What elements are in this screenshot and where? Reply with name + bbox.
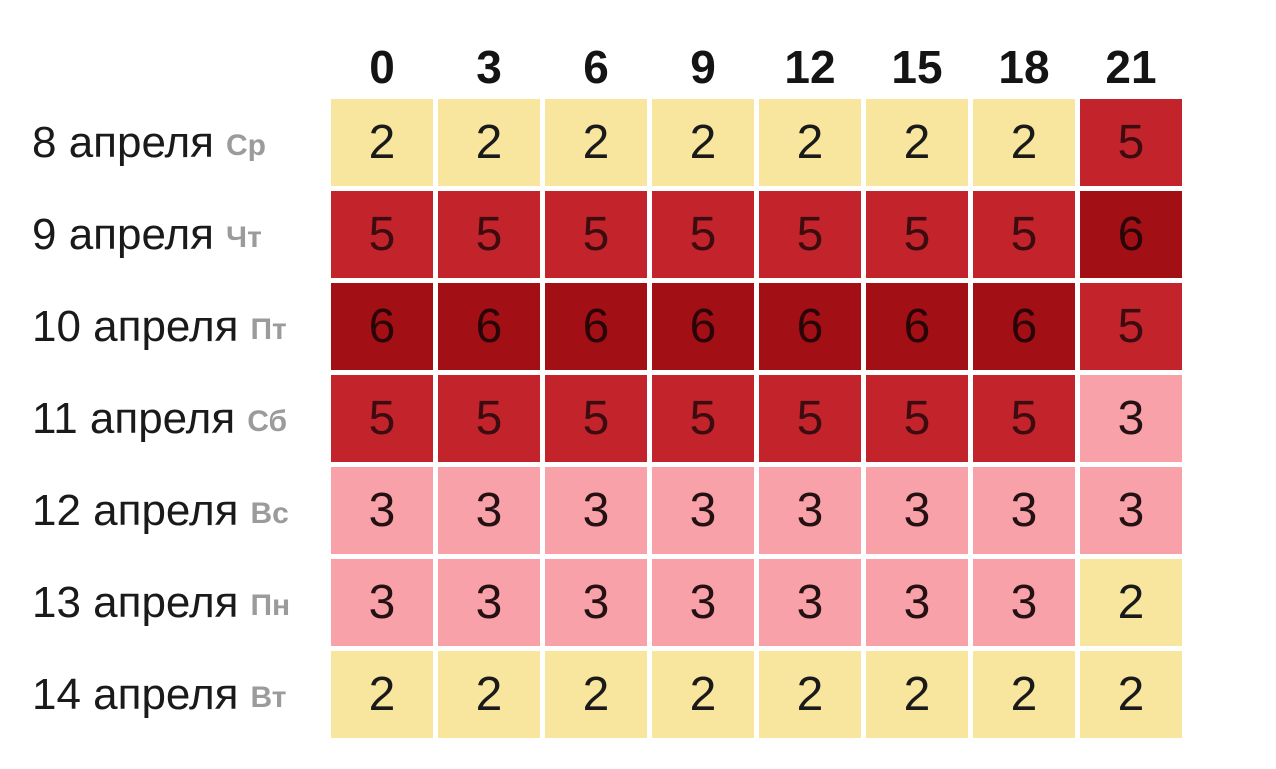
- value-cell: 5: [866, 375, 968, 462]
- row-date: 9 апреля: [32, 209, 214, 259]
- hour-header: 6: [583, 41, 609, 93]
- value-cell: 3: [545, 467, 647, 554]
- value-cell: 2: [1080, 651, 1182, 738]
- value-cell: 5: [759, 191, 861, 278]
- row-label: 12 апреля Вс: [0, 467, 326, 554]
- value-cell: 3: [331, 559, 433, 646]
- row-day-abbr: Ср: [225, 128, 266, 162]
- row-label: 9 апреля Чт: [0, 191, 326, 278]
- value-cell: 3: [331, 467, 433, 554]
- value-cell: 5: [866, 191, 968, 278]
- value-cell: 2: [866, 99, 968, 186]
- value-cell: 2: [652, 651, 754, 738]
- value-cell: 6: [652, 283, 754, 370]
- value-cell: 2: [866, 651, 968, 738]
- value-cell: 5: [331, 375, 433, 462]
- value-cell: 6: [973, 283, 1075, 370]
- value-cell: 5: [1080, 99, 1182, 186]
- hour-header: 18: [998, 41, 1050, 93]
- row-date: 14 апреля: [32, 669, 239, 719]
- value-cell: 5: [759, 375, 861, 462]
- row-day-abbr: Пн: [250, 588, 291, 622]
- value-cell: 2: [1080, 559, 1182, 646]
- value-cell: 5: [973, 191, 1075, 278]
- row-date: 8 апреля: [32, 117, 214, 167]
- hour-header: 0: [369, 41, 395, 93]
- value-cell: 2: [438, 651, 540, 738]
- value-cell: 2: [973, 99, 1075, 186]
- value-cell: 5: [438, 375, 540, 462]
- row-day-abbr: Пт: [250, 312, 287, 346]
- value-cell: 3: [438, 559, 540, 646]
- value-cell: 2: [759, 651, 861, 738]
- value-cell: 3: [438, 467, 540, 554]
- value-cell: 5: [973, 375, 1075, 462]
- value-cell: 3: [1080, 467, 1182, 554]
- value-cell: 3: [759, 467, 861, 554]
- value-cell: 5: [652, 375, 754, 462]
- value-cell: 2: [331, 651, 433, 738]
- row-day-abbr: Чт: [225, 220, 262, 254]
- value-cell: 5: [545, 191, 647, 278]
- value-cell: 3: [545, 559, 647, 646]
- row-day-abbr: Вс: [250, 496, 289, 530]
- value-cell: 3: [973, 467, 1075, 554]
- value-cell: 2: [545, 99, 647, 186]
- value-cell: 6: [438, 283, 540, 370]
- row-label: 8 апреля Ср: [0, 99, 326, 186]
- value-cell: 5: [545, 375, 647, 462]
- value-cell: 5: [652, 191, 754, 278]
- row-date: 11 апреля: [32, 393, 236, 443]
- row-day-abbr: Сб: [247, 404, 287, 438]
- value-cell: 3: [652, 559, 754, 646]
- value-cell: 3: [1080, 375, 1182, 462]
- value-cell: 6: [866, 283, 968, 370]
- row-label: 14 апреля Вт: [0, 651, 326, 738]
- value-cell: 2: [545, 651, 647, 738]
- row-date: 10 апреля: [32, 301, 239, 351]
- value-cell: 3: [759, 559, 861, 646]
- value-cell: 3: [866, 559, 968, 646]
- value-cell: 2: [652, 99, 754, 186]
- value-cell: 3: [652, 467, 754, 554]
- corner-spacer: [0, 30, 326, 94]
- row-day-abbr: Вт: [250, 680, 287, 714]
- value-cell: 3: [866, 467, 968, 554]
- hour-header: 3: [476, 41, 502, 93]
- hour-header: 15: [891, 41, 943, 93]
- value-cell: 6: [331, 283, 433, 370]
- hour-header: 12: [784, 41, 836, 93]
- value-cell: 2: [438, 99, 540, 186]
- hour-header: 21: [1105, 41, 1157, 93]
- row-date: 13 апреля: [32, 577, 239, 627]
- value-cell: 3: [973, 559, 1075, 646]
- value-cell: 5: [1080, 283, 1182, 370]
- row-label: 13 апреля Пн: [0, 559, 326, 646]
- row-date: 12 апреля: [32, 485, 239, 535]
- value-cell: 5: [331, 191, 433, 278]
- heatmap-grid: 0 3 6 9 12 15 18 21 8 апреля Ср 2 2 2 2 2 2 2 5 9 апреля Чт…: [0, 30, 1182, 738]
- value-cell: 2: [759, 99, 861, 186]
- value-cell: 6: [759, 283, 861, 370]
- row-label: 11 апреля Сб: [0, 375, 326, 462]
- value-cell: 2: [973, 651, 1075, 738]
- row-label: 10 апреля Пт: [0, 283, 326, 370]
- hour-header: 9: [690, 41, 716, 93]
- value-cell: 5: [438, 191, 540, 278]
- value-cell: 6: [1080, 191, 1182, 278]
- value-cell: 6: [545, 283, 647, 370]
- value-cell: 2: [331, 99, 433, 186]
